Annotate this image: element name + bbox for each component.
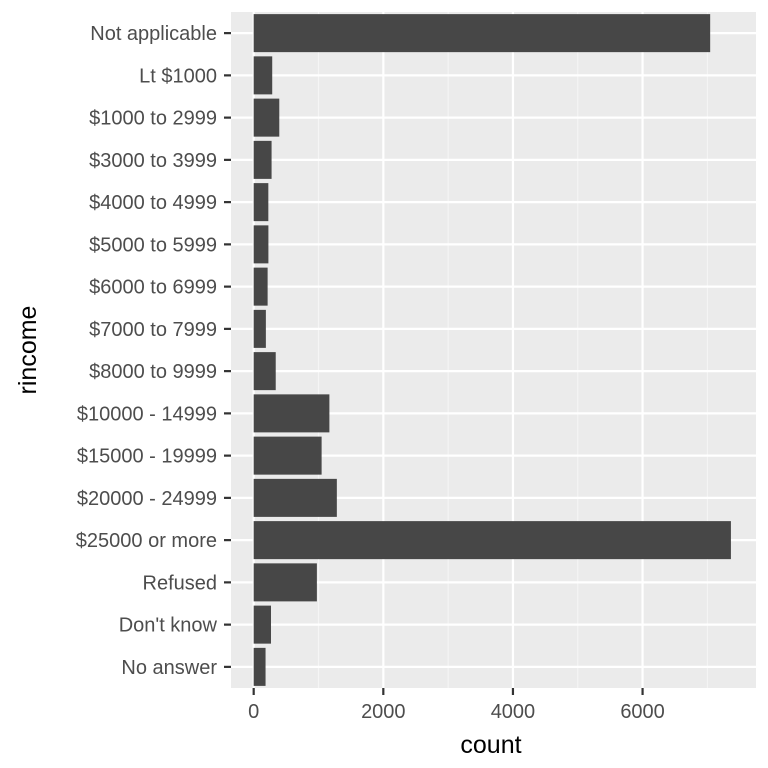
bar-15 bbox=[253, 647, 266, 686]
y-axis-title: rincome bbox=[14, 306, 42, 395]
y-tick-label-12: $25000 or more bbox=[76, 530, 217, 552]
y-tick-label-10: $15000 - 19999 bbox=[77, 446, 217, 468]
bar-5 bbox=[253, 225, 269, 264]
y-tick-label-6: $6000 to 6999 bbox=[89, 277, 217, 299]
y-tick-label-13: Refused bbox=[143, 572, 218, 594]
x-axis-ticks: 0 2000 4000 6000 bbox=[248, 688, 665, 723]
minor-grid bbox=[317, 12, 708, 688]
bar-1 bbox=[253, 56, 273, 95]
y-tick-label-11: $20000 - 24999 bbox=[77, 488, 217, 510]
y-tick-label-1: Lt $1000 bbox=[139, 65, 217, 87]
x-tick-label-0: 0 bbox=[248, 701, 259, 723]
bar-14 bbox=[253, 605, 271, 644]
y-tick-label-8: $8000 to 9999 bbox=[89, 361, 217, 383]
bar-4 bbox=[253, 183, 269, 222]
x-tick-label-3: 6000 bbox=[620, 701, 665, 723]
y-tick-label-4: $4000 to 4999 bbox=[89, 192, 217, 214]
bar-6 bbox=[253, 267, 268, 306]
bar-11 bbox=[253, 478, 337, 517]
bar-9 bbox=[253, 394, 330, 433]
bars bbox=[253, 14, 731, 686]
y-tick-label-0: Not applicable bbox=[90, 23, 217, 45]
x-tick-label-2: 4000 bbox=[491, 701, 536, 723]
bar-8 bbox=[253, 352, 276, 391]
x-tick-label-1: 2000 bbox=[361, 701, 406, 723]
y-tick-label-9: $10000 - 14999 bbox=[77, 403, 217, 425]
bar-0 bbox=[253, 14, 711, 53]
y-tick-label-14: Don't know bbox=[119, 615, 218, 637]
y-tick-label-3: $3000 to 3999 bbox=[89, 150, 217, 172]
bar-10 bbox=[253, 436, 322, 475]
bar-12 bbox=[253, 521, 731, 560]
y-tick-label-15: No answer bbox=[121, 657, 217, 679]
bar-3 bbox=[253, 140, 272, 179]
bar-13 bbox=[253, 563, 317, 602]
x-axis-title: count bbox=[460, 731, 521, 759]
bar-7 bbox=[253, 309, 266, 348]
y-axis-ticks: Not applicable Lt $1000 $1000 to 2999 $3000… bbox=[76, 23, 231, 679]
y-tick-label-5: $5000 to 5999 bbox=[89, 234, 217, 256]
y-tick-label-2: $1000 to 2999 bbox=[89, 108, 217, 130]
bar-2 bbox=[253, 98, 280, 137]
y-tick-label-7: $7000 to 7999 bbox=[89, 319, 217, 341]
